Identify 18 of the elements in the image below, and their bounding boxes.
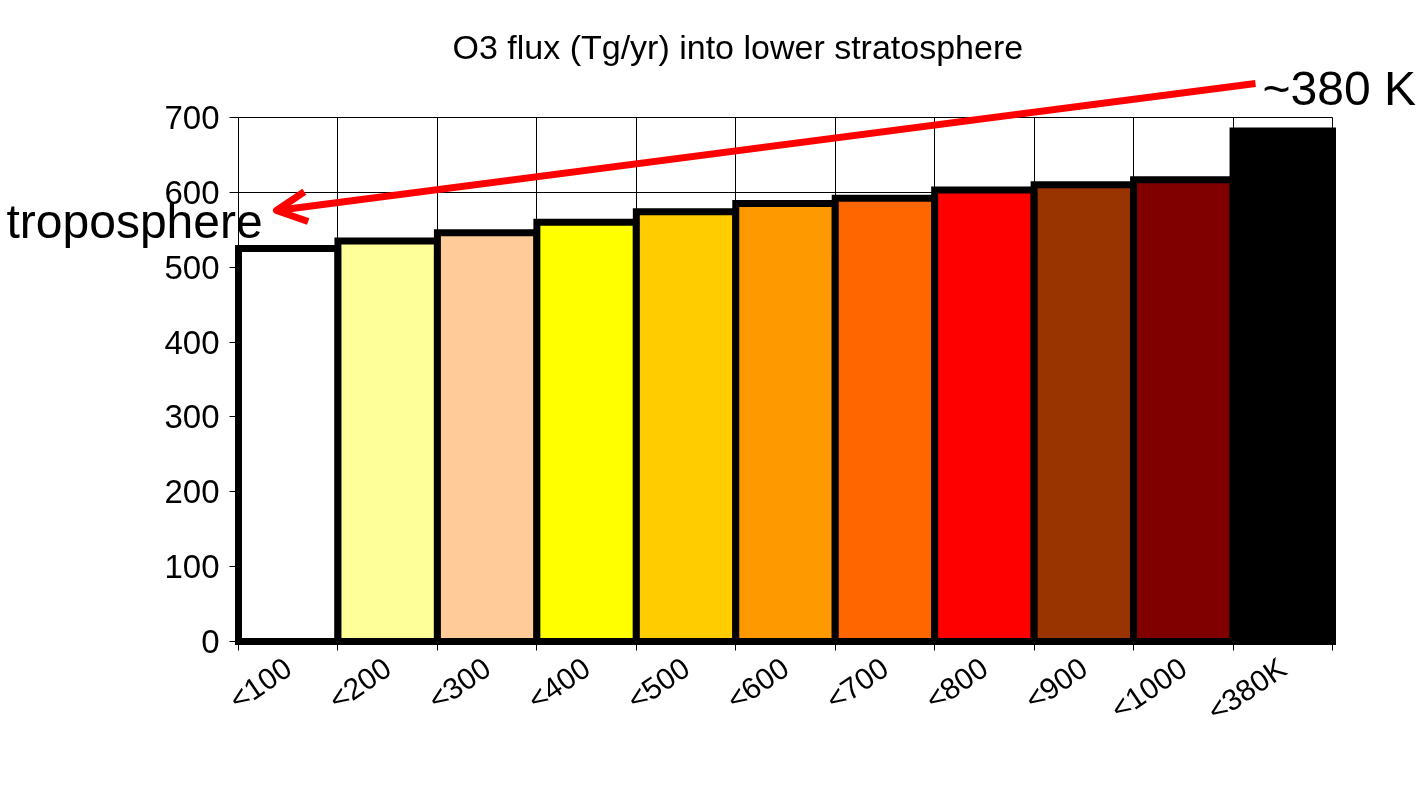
chart-title: O3 flux (Tg/yr) into lower stratosphere <box>452 27 1024 66</box>
x-tick-label: <300 <box>422 650 497 717</box>
y-tick-label: 500 <box>164 248 220 286</box>
x-tick-label: <200 <box>322 650 397 717</box>
text: ~380 K <box>1262 62 1416 115</box>
x-tick-label: <600 <box>720 650 795 717</box>
x-tick-label: <100 <box>223 650 298 717</box>
x-tick-label: <800 <box>919 650 994 717</box>
y-tick-label: 400 <box>164 323 220 361</box>
x-tick-label: <500 <box>620 650 696 717</box>
x-tick-label: <400 <box>521 650 596 717</box>
y-tick-label: 700 <box>164 99 220 136</box>
y-tick-label: 300 <box>164 398 220 436</box>
y-tick-label: 100 <box>164 548 220 586</box>
x-tick-label: <700 <box>819 650 895 717</box>
x-tick-label: <900 <box>1018 650 1094 717</box>
y-tick-label: 200 <box>164 473 220 511</box>
y-tick-label: 0 <box>201 623 220 660</box>
